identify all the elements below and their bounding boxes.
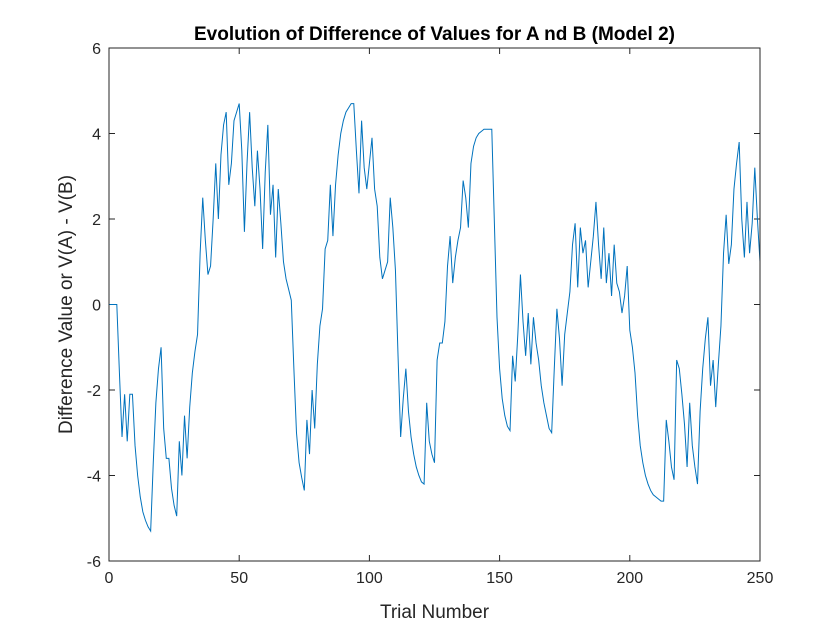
y-tick-label: 6	[92, 41, 101, 58]
chart-title: Evolution of Difference of Values for A …	[194, 24, 675, 45]
series-line	[109, 103, 761, 533]
y-axis-label: Difference Value or V(A) - V(B)	[56, 175, 77, 434]
y-tick-label: 2	[92, 212, 101, 229]
y-tick-label: 4	[92, 127, 101, 144]
x-tick-label: 0	[105, 570, 114, 587]
y-tick-label: -2	[87, 383, 101, 400]
x-axis-label: Trial Number	[380, 602, 490, 623]
y-tick-label: 0	[92, 298, 101, 315]
x-tick-label: 150	[486, 570, 513, 587]
x-tick-label: 50	[230, 570, 248, 587]
tick-labels: 0 50 100 150 200 250 -6 -4 -2 0 2 4 6	[87, 41, 774, 587]
plot-area	[109, 48, 760, 561]
y-tick-label: -6	[87, 554, 101, 571]
axes-box	[108, 47, 761, 562]
y-tick-label: -4	[87, 469, 101, 486]
x-tick-label: 200	[616, 570, 643, 587]
x-tick-label: 100	[356, 570, 383, 587]
x-tick-label: 250	[747, 570, 774, 587]
